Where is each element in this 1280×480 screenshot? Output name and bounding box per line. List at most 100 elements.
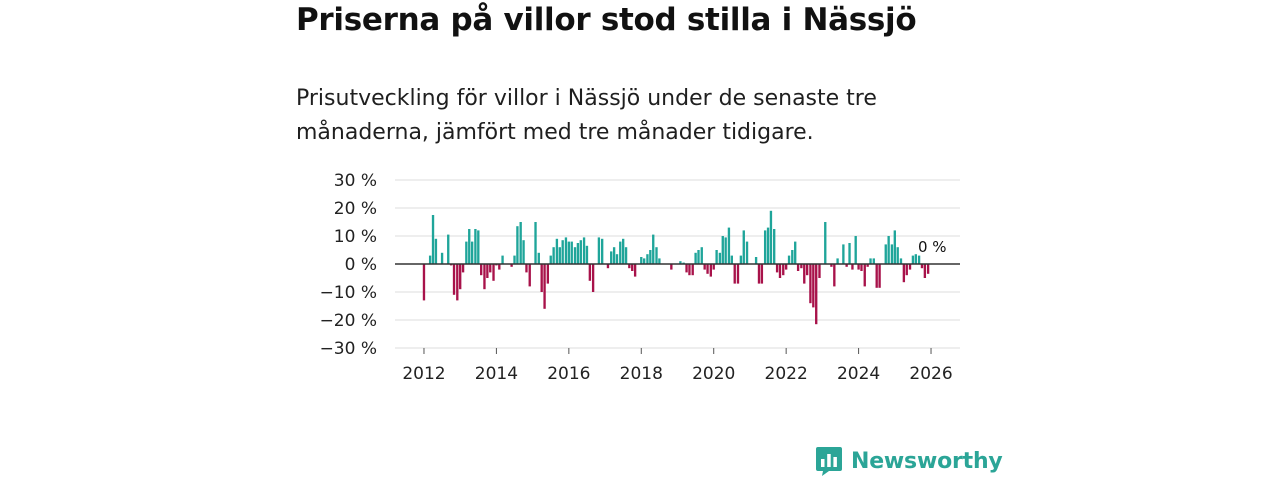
bar (543, 264, 546, 309)
bar (760, 264, 764, 284)
bar (510, 264, 513, 267)
bar (655, 247, 658, 264)
bar (794, 241, 797, 264)
bar (872, 258, 875, 264)
bar (431, 215, 435, 264)
bar (549, 255, 552, 264)
bar (465, 241, 468, 264)
bar (534, 222, 537, 264)
bar (624, 247, 628, 264)
bar (836, 258, 839, 264)
bar (742, 230, 745, 264)
x-tick-label: 2022 (765, 364, 808, 384)
bar (564, 237, 568, 264)
bar (818, 264, 821, 278)
bar (887, 236, 890, 264)
bar (700, 247, 703, 264)
bar (513, 255, 516, 264)
bar (848, 243, 851, 264)
bar (902, 264, 906, 283)
bar (428, 255, 432, 264)
bar-chart: 30 %20 %10 %0 %−10 %−20 %−30 % 2012 2014 2… (320, 171, 960, 384)
bar (468, 229, 471, 264)
y-tick-label: −10 % (320, 283, 377, 303)
bar (709, 264, 712, 277)
bar (685, 264, 688, 273)
y-tick-label: 20 % (334, 199, 377, 219)
bar (778, 264, 782, 278)
bar (619, 241, 622, 264)
bar (640, 257, 643, 264)
bar (528, 264, 531, 287)
bar (658, 258, 661, 264)
gridlines (395, 179, 960, 349)
bar (570, 241, 573, 264)
y-axis-ticks: 30 % 20 % 10 % 0 % −10 % −20 % −30 % (320, 171, 377, 359)
bar (763, 230, 767, 264)
bar (830, 264, 833, 267)
bar (585, 245, 589, 264)
bar (896, 247, 899, 264)
bar (730, 255, 733, 264)
x-tick-label: 2016 (547, 364, 590, 384)
x-tick-label: 2020 (692, 364, 735, 384)
bar (766, 227, 770, 264)
bar (845, 264, 848, 267)
bar (597, 237, 601, 264)
bar (905, 264, 908, 276)
chart-title: Priserna på villor stod stilla i Nässjö (296, 2, 917, 38)
bar (724, 237, 727, 264)
bar (854, 236, 857, 264)
bar (461, 264, 465, 273)
bar (784, 264, 788, 270)
bar (890, 244, 894, 264)
bar (486, 264, 489, 278)
bar (519, 222, 522, 264)
bar (649, 250, 652, 264)
y-tick-label: 30 % (334, 171, 377, 191)
bar (552, 247, 555, 264)
x-tick-label: 2024 (837, 364, 880, 384)
bar (628, 264, 631, 269)
bar (824, 222, 827, 264)
bar (800, 264, 803, 269)
bar (440, 252, 444, 264)
bar (631, 264, 634, 271)
bar (558, 247, 561, 264)
bar (815, 264, 818, 325)
bar (622, 238, 625, 264)
bar (633, 264, 637, 277)
bar (833, 264, 836, 287)
x-tick-label: 2018 (620, 364, 663, 384)
bar (769, 210, 773, 264)
bar (736, 264, 740, 284)
bar (721, 236, 724, 264)
bar (470, 241, 474, 264)
bar (857, 264, 860, 270)
bar (917, 255, 921, 264)
bar (591, 264, 595, 292)
bar (712, 264, 715, 270)
bar (582, 237, 586, 264)
bar (540, 264, 543, 292)
bar (914, 254, 917, 264)
bar (567, 241, 571, 264)
bar (706, 264, 709, 274)
bar (456, 264, 459, 301)
bar (866, 264, 869, 267)
bar (911, 255, 915, 264)
bar (579, 240, 582, 264)
bar (501, 255, 504, 264)
bar (920, 264, 924, 269)
bar (610, 251, 613, 264)
bar (615, 254, 619, 264)
bar (796, 264, 800, 271)
bar (875, 264, 878, 288)
bar (498, 264, 501, 270)
bar (691, 264, 694, 276)
bar (782, 264, 785, 276)
bar (842, 244, 845, 264)
bar (452, 264, 456, 295)
y-tick-label: −20 % (320, 311, 377, 331)
bar (878, 264, 881, 288)
